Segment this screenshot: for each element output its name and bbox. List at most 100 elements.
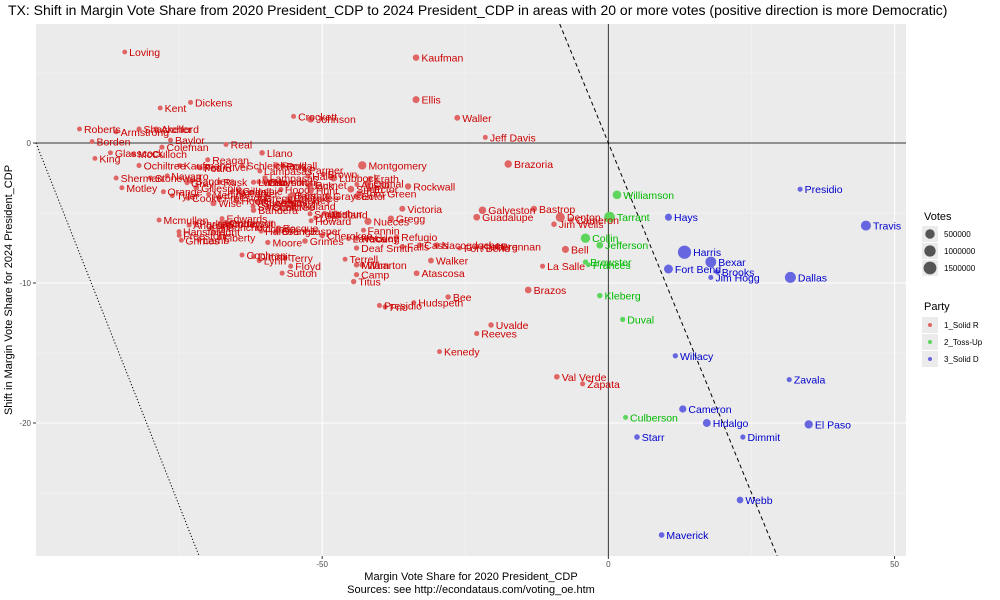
data-point: [218, 220, 224, 226]
data-point: [136, 162, 142, 168]
point-label: Titus: [358, 277, 380, 289]
point-label: Midland: [299, 201, 336, 213]
point-label: Grayson: [333, 191, 373, 203]
point-label: Stonewall: [155, 173, 201, 185]
point-label: Hood: [285, 184, 310, 196]
data-point: [205, 157, 211, 163]
data-point: [399, 243, 405, 250]
data-point: [167, 137, 174, 143]
point-label: Hunt: [218, 227, 240, 239]
data-point: [568, 217, 574, 223]
point-label: Cochran: [247, 250, 287, 262]
data-point: [494, 244, 500, 250]
point-label: Montgomery: [368, 160, 427, 172]
point-label: Lee: [320, 213, 338, 225]
point-label: Bastrop: [539, 204, 575, 216]
point-label: Travis: [873, 221, 901, 233]
chart-caption: Sources: see http://econdataus.com/votin…: [347, 584, 595, 596]
data-point: [428, 257, 434, 264]
point-label: Hill: [216, 223, 231, 235]
data-point: [804, 420, 813, 429]
legend-party-title: Party: [924, 301, 950, 313]
point-label: Nueces: [261, 197, 297, 209]
data-point: [620, 316, 626, 323]
data-point: [347, 185, 355, 193]
point-label: Austin: [361, 179, 390, 191]
data-point: [361, 227, 367, 233]
point-label: Ochiltree: [273, 202, 315, 214]
data-point: [223, 141, 229, 147]
data-point: [604, 211, 615, 223]
data-point: [303, 228, 309, 234]
y-tick-label: -10: [19, 279, 31, 288]
data-point: [164, 173, 170, 179]
data-point: [254, 226, 260, 232]
data-point: [663, 264, 673, 274]
data-point: [482, 134, 488, 140]
data-point: [291, 113, 297, 119]
point-label: La Salle: [547, 261, 585, 273]
data-point: [307, 187, 314, 194]
point-label: Lavaca: [353, 234, 387, 246]
data-point: [445, 294, 451, 300]
point-label: Grayson: [268, 177, 308, 189]
data-point: [130, 151, 136, 157]
data-point: [216, 194, 222, 201]
point-label: Brennan: [501, 242, 541, 254]
data-point: [342, 256, 348, 262]
data-point: [113, 175, 119, 181]
point-label: Presidio: [805, 184, 843, 196]
data-point: [206, 191, 212, 197]
point-label: Tyler: [176, 191, 199, 203]
point-label: Mcmullen: [164, 215, 209, 227]
data-point: [437, 349, 442, 355]
point-label: Bandera: [258, 205, 298, 217]
x-tick-label: 0: [606, 560, 611, 569]
legend-party-label: 1_Solid R: [944, 321, 979, 330]
point-label: Nacogdoches: [442, 240, 506, 252]
point-label: Presidio: [384, 300, 422, 312]
point-label: Atascosa: [421, 268, 464, 280]
point-label: Ector: [374, 184, 399, 196]
point-label: Reeves: [481, 328, 517, 340]
dashed-reference-line: [559, 23, 778, 557]
data-point: [324, 192, 332, 200]
point-label: Jasper: [310, 226, 342, 238]
data-point: [561, 245, 570, 253]
point-label: Comal: [373, 179, 403, 191]
point-label: Tom Green: [364, 188, 416, 200]
point-label: Smith: [314, 209, 341, 221]
data-point: [251, 253, 256, 259]
data-point: [217, 235, 223, 241]
point-label: Brazos: [534, 285, 567, 297]
data-point: [321, 210, 327, 216]
data-point: [307, 211, 313, 217]
data-point: [714, 269, 720, 275]
data-point: [399, 205, 406, 212]
data-point: [188, 99, 194, 105]
point-label: Kerr: [297, 190, 317, 202]
point-label: Waller: [462, 113, 492, 125]
point-label: Galveston: [488, 205, 535, 217]
point-label: Edwards: [227, 214, 268, 226]
data-point: [256, 258, 262, 264]
point-label: Bexar: [718, 257, 746, 269]
point-label: Sherman: [121, 173, 164, 185]
data-point: [411, 300, 417, 306]
point-label: Hockley: [294, 195, 332, 207]
point-label: Cooke: [192, 193, 223, 205]
point-label: Kaufman: [421, 53, 463, 65]
point-label: Orange: [281, 226, 316, 238]
data-point: [250, 203, 256, 209]
point-label: Starr: [642, 432, 665, 444]
point-label: Shackelford: [144, 124, 200, 136]
point-label: Fort Bend: [464, 243, 510, 255]
point-label: Grimes: [310, 236, 344, 248]
data-point: [282, 255, 288, 261]
point-label: Ellis: [422, 95, 441, 107]
data-point: [353, 193, 360, 200]
point-label: Kaufman: [184, 161, 226, 173]
point-label: Swisher: [257, 201, 295, 213]
point-label: Lamb: [203, 235, 229, 247]
data-point: [250, 179, 257, 185]
